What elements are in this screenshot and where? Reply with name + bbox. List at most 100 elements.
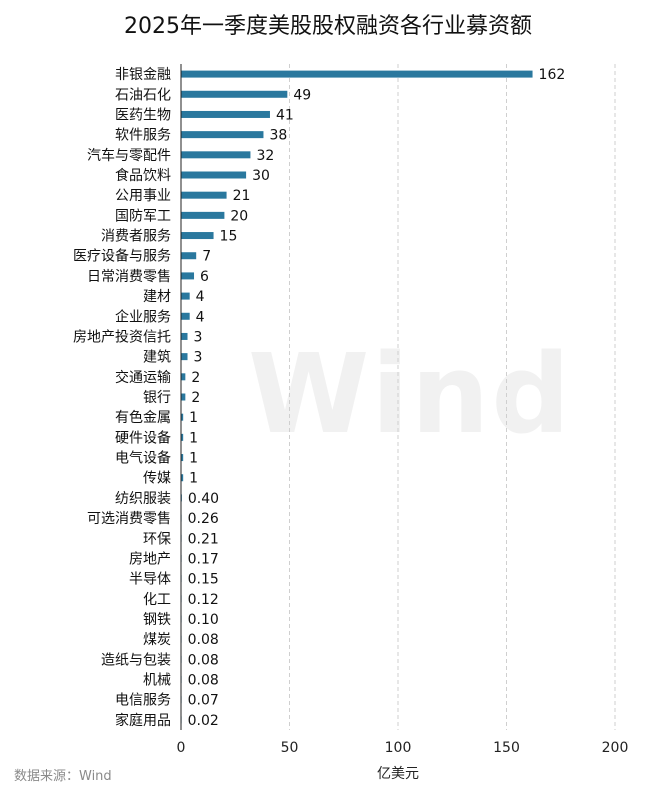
x-axis: 0 50 100 150 200 亿美元: [177, 64, 629, 782]
x-tick-label: 100: [385, 740, 412, 756]
value-label: 0.21: [188, 531, 219, 547]
category-label: 钢铁: [143, 612, 171, 628]
bars: [181, 70, 533, 724]
value-label: 0.17: [188, 551, 219, 567]
bar: [181, 454, 184, 462]
value-label: 20: [230, 208, 248, 224]
value-label: 4: [196, 309, 205, 325]
category-label: 造纸与包装: [101, 652, 171, 668]
value-label: 0.10: [188, 612, 219, 628]
category-label: 可选消费零售: [87, 511, 171, 527]
category-label: 纺织服装: [115, 491, 171, 507]
category-label: 公用事业: [115, 188, 171, 204]
category-label: 硬件设备: [115, 429, 171, 446]
source-note: 数据来源：Wind: [14, 769, 112, 784]
category-label: 房地产投资信托: [73, 329, 171, 345]
category-label: 消费者服务: [101, 229, 171, 245]
value-label: 1: [189, 451, 198, 467]
bar: [181, 70, 533, 78]
value-label: 7: [202, 249, 211, 265]
value-label: 1: [189, 410, 198, 426]
bar: [181, 373, 186, 381]
value-label: 0.15: [188, 572, 219, 588]
value-label: 4: [196, 289, 205, 305]
value-label: 21: [233, 188, 251, 204]
value-label: 0.08: [188, 652, 219, 668]
bar: [181, 413, 184, 421]
category-label: 电气设备: [115, 450, 171, 467]
bar: [181, 131, 264, 139]
category-label: 房地产: [129, 551, 171, 567]
bar: [181, 292, 190, 300]
category-label: 家庭用品: [115, 712, 171, 729]
bar: [181, 211, 225, 219]
category-label: 交通运输: [115, 369, 171, 386]
category-label: 医药生物: [115, 107, 171, 123]
category-label: 国防军工: [115, 208, 171, 224]
value-label: 0.08: [188, 673, 219, 689]
value-label: 49: [293, 87, 311, 103]
value-label: 0.07: [188, 693, 219, 709]
bar: [181, 474, 184, 482]
value-label: 0.12: [188, 592, 219, 608]
category-label: 食品饮料: [115, 167, 171, 184]
category-labels: 非银金融石油石化医药生物软件服务汽车与零配件食品饮料公用事业国防军工消费者服务医…: [73, 67, 171, 729]
x-axis-label: 亿美元: [377, 766, 419, 782]
value-label: 0.02: [188, 713, 219, 729]
value-label: 1: [189, 430, 198, 446]
value-label: 2: [191, 370, 200, 386]
value-label: 38: [269, 128, 287, 144]
category-label: 环保: [143, 531, 171, 547]
chart-title: 2025年一季度美股股权融资各行业募资额: [124, 14, 532, 39]
category-label: 银行: [143, 390, 171, 406]
x-tick-label: 0: [177, 740, 186, 756]
bar: [181, 191, 227, 199]
category-label: 企业服务: [115, 308, 171, 325]
watermark-logo: Wind: [248, 330, 573, 458]
value-label: 32: [256, 148, 274, 164]
value-label: 2: [191, 390, 200, 406]
category-label: 煤炭: [143, 632, 171, 648]
bar: [181, 232, 214, 240]
value-label: 15: [220, 229, 238, 245]
category-label: 电信服务: [115, 693, 171, 709]
category-label: 汽车与零配件: [87, 147, 171, 164]
grid-lines: [289, 64, 616, 730]
category-label: 化工: [143, 592, 171, 608]
bar: [181, 90, 288, 98]
x-tick-label: 50: [281, 740, 299, 756]
value-label: 162: [539, 67, 566, 83]
category-label: 机械: [143, 673, 171, 689]
value-label: 1: [189, 471, 198, 487]
category-label: 日常消费零售: [87, 269, 171, 285]
bar: [181, 151, 251, 159]
bar: [181, 393, 186, 401]
category-label: 石油石化: [115, 87, 171, 103]
bar: [181, 312, 190, 320]
bar: [181, 272, 195, 280]
category-label: 有色金属: [115, 409, 171, 426]
category-label: 医疗设备与服务: [73, 248, 171, 265]
value-label: 0.08: [188, 632, 219, 648]
value-label: 0.40: [188, 491, 219, 507]
value-label: 41: [276, 107, 294, 123]
category-label: 建筑: [143, 350, 171, 366]
bar: [181, 110, 270, 118]
value-label: 0.26: [188, 511, 219, 527]
category-label: 半导体: [129, 572, 171, 588]
x-tick-label: 150: [493, 740, 520, 756]
bar: [181, 252, 197, 260]
x-tick-label: 200: [602, 740, 629, 756]
category-label: 软件服务: [115, 128, 171, 144]
bar: [181, 332, 188, 340]
category-label: 传媒: [143, 471, 171, 487]
category-label: 建材: [143, 289, 171, 305]
value-label: 6: [200, 269, 209, 285]
value-label: 3: [194, 350, 203, 366]
value-label: 30: [252, 168, 270, 184]
value-label: 3: [194, 329, 203, 345]
bar: [181, 353, 188, 361]
bar: [181, 171, 247, 179]
category-label: 非银金融: [115, 67, 171, 83]
